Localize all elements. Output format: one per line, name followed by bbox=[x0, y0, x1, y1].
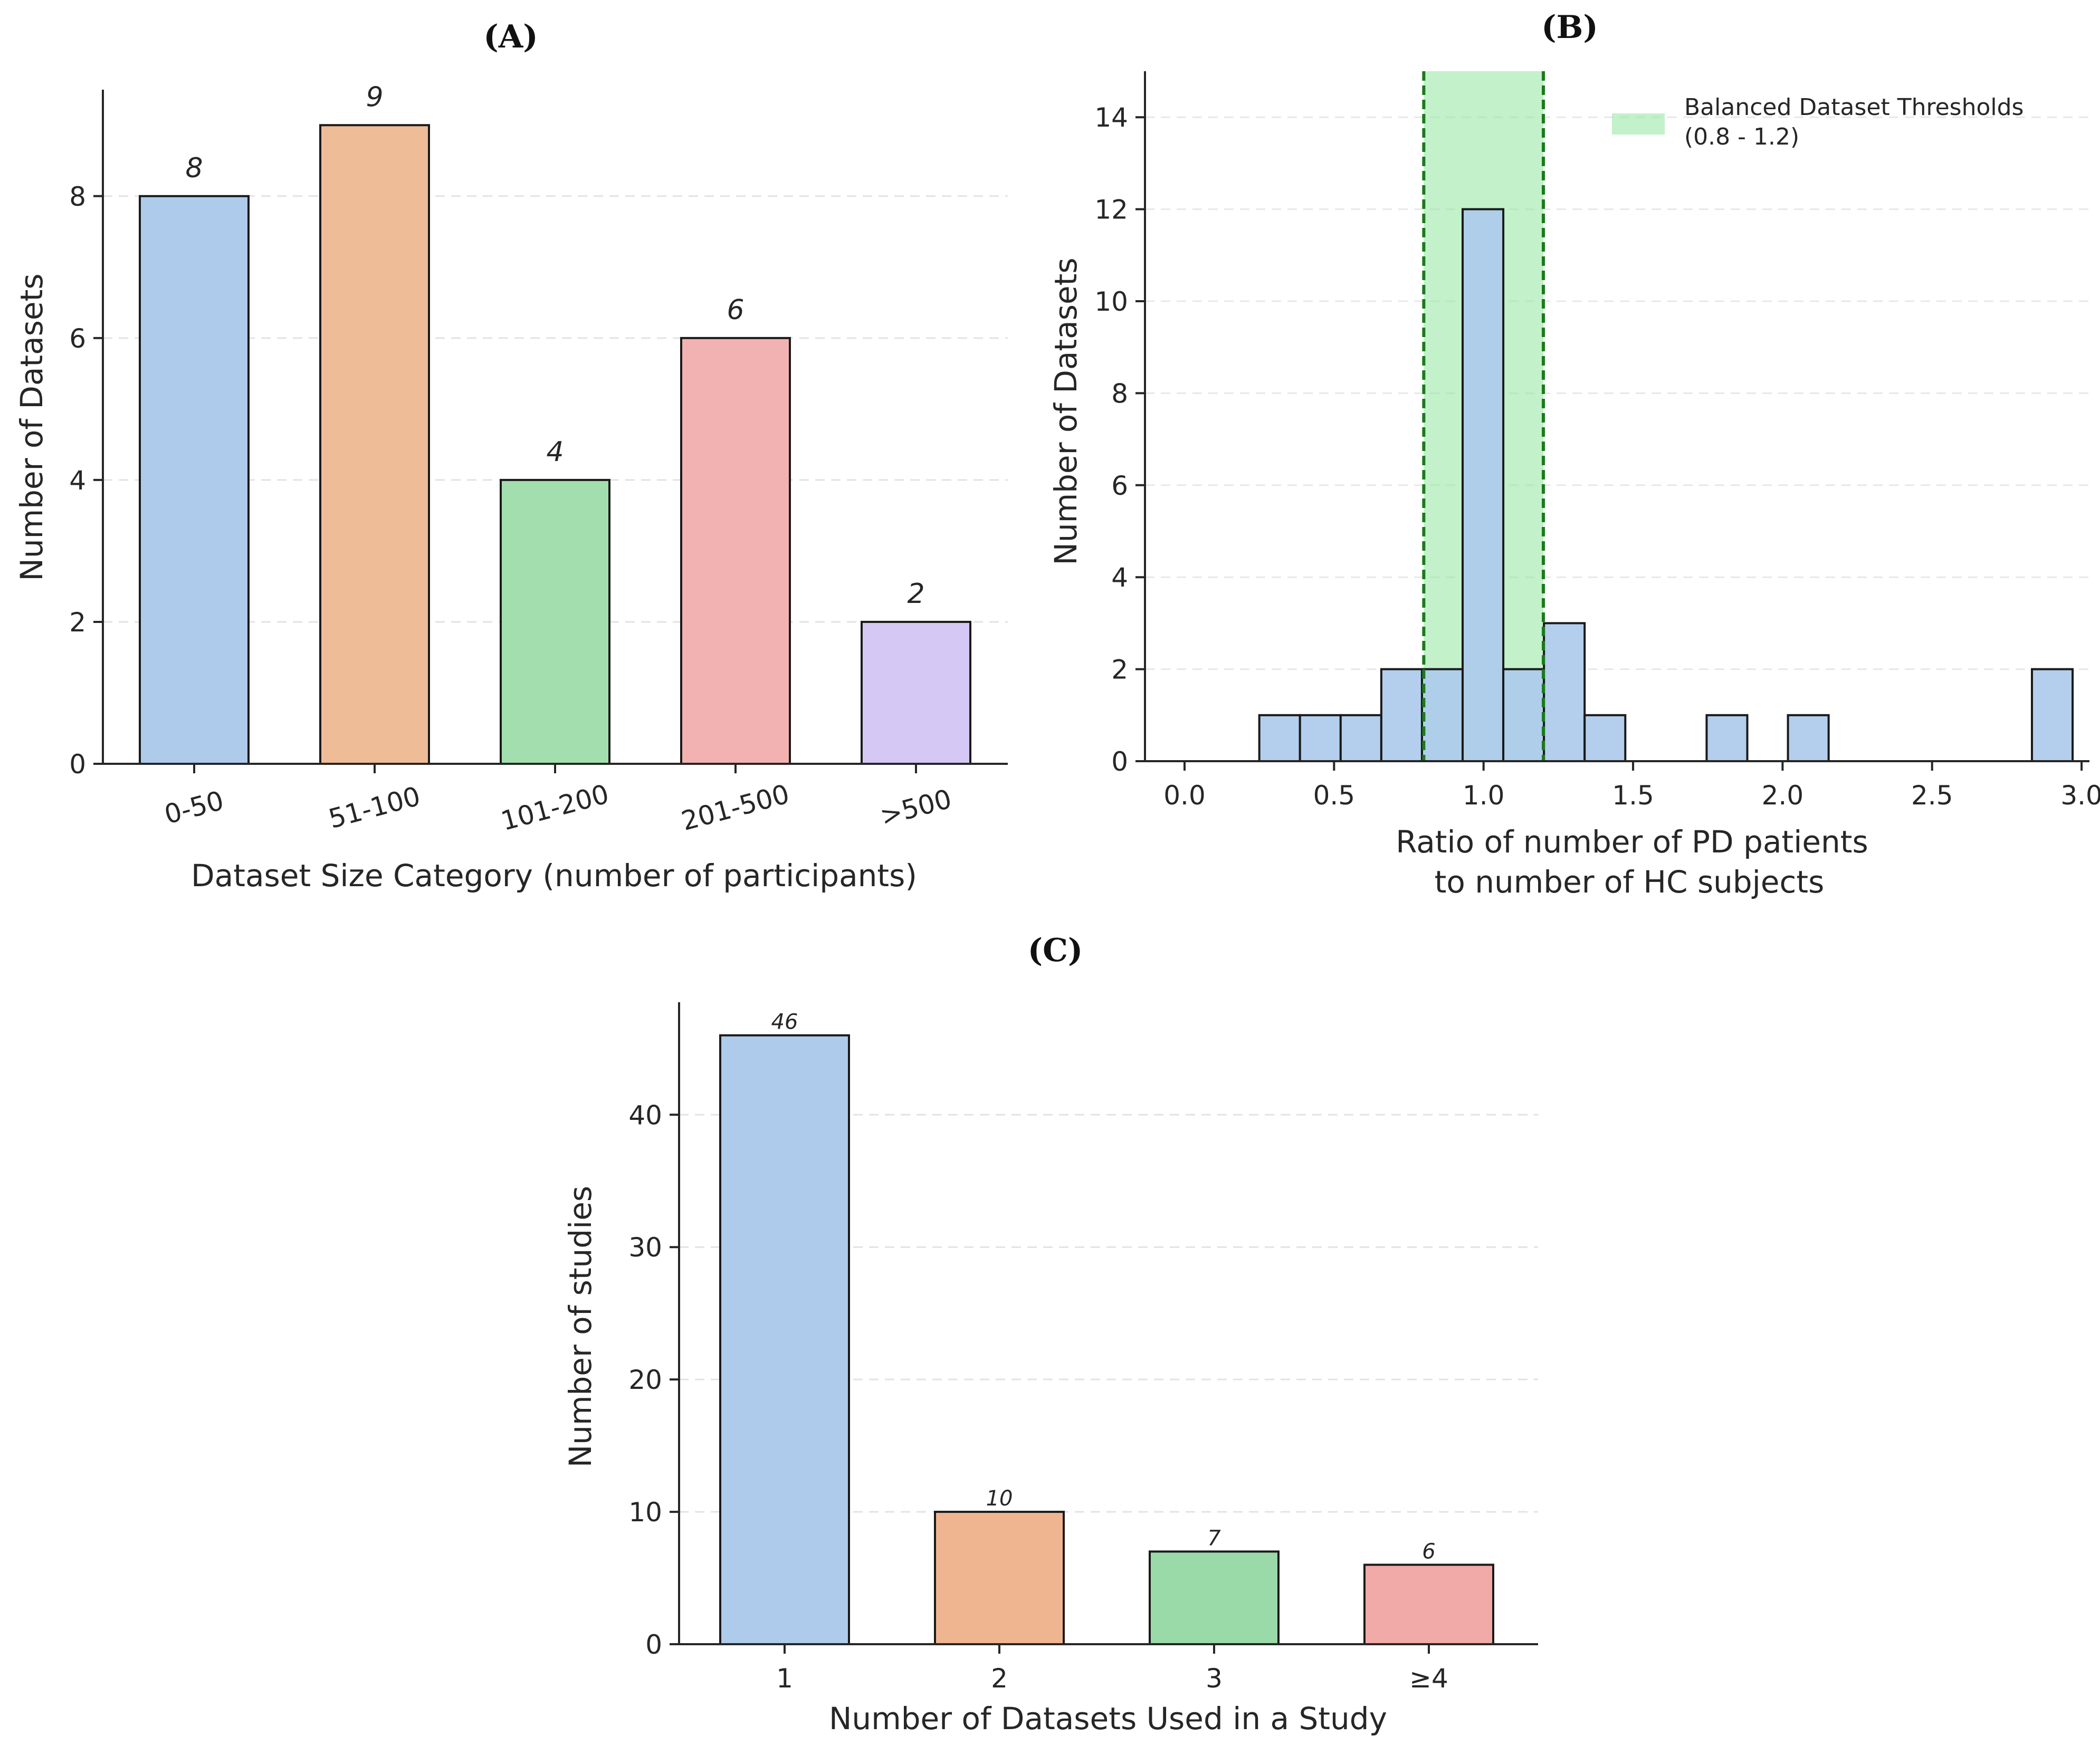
panel-b-y-tick-label: 0 bbox=[1111, 746, 1128, 777]
panel-b-x-tick-label: 3.0 bbox=[2060, 780, 2100, 811]
panel-a-data-label: 8 bbox=[185, 152, 203, 184]
panel-b-x-tick-label: 1.0 bbox=[1463, 780, 1505, 811]
panel-b-hist-bar bbox=[1380, 668, 1423, 762]
panel-a-x-tick-label: 201-500 bbox=[678, 779, 793, 837]
panel-c-title: (C) bbox=[1028, 932, 1083, 969]
panel-b-y-tick-label: 12 bbox=[1094, 195, 1128, 225]
panel-b: (B) 0 2 4 6 8 10 12 14 0.0 0.5 1.0 1.5 2.0 2.5 3.0 Balan… bbox=[1048, 9, 2100, 900]
panel-a-y-tick-label: 6 bbox=[69, 323, 86, 354]
panel-b-x-tick-label: 2.5 bbox=[1911, 780, 1953, 811]
panel-c-x-tick-label: 3 bbox=[1206, 1663, 1223, 1694]
panel-b-legend-label-range: (0.8 - 1.2) bbox=[1684, 123, 1799, 150]
panel-b-hist-bar bbox=[1787, 714, 1830, 763]
panel-c-x-tick-label: 1 bbox=[776, 1663, 793, 1694]
panel-b-x-tick-label: 1.5 bbox=[1612, 780, 1654, 811]
panel-b-x-tick-label: 0.0 bbox=[1163, 780, 1206, 811]
panel-c-x-tick-label: 2 bbox=[991, 1663, 1008, 1694]
panel-c-data-label: 7 bbox=[1207, 1526, 1221, 1550]
panel-b-hist-bar bbox=[1502, 668, 1545, 762]
panel-a-data-label: 9 bbox=[366, 81, 383, 113]
panel-a-x-tick-label: >500 bbox=[877, 783, 955, 832]
panel-c-data-label: 10 bbox=[986, 1486, 1013, 1511]
panel-c-bar bbox=[934, 1511, 1065, 1646]
panel-a-bar bbox=[139, 195, 250, 765]
panel-b-hist-bar bbox=[1543, 622, 1586, 763]
panel-c-y-axis-title: Number of studies bbox=[562, 1186, 598, 1467]
panel-c-x-axis-title: Number of Datasets Used in a Study bbox=[829, 1701, 1387, 1737]
panel-c-bar bbox=[1363, 1563, 1494, 1646]
panel-b-legend-swatch bbox=[1612, 113, 1665, 135]
panel-a-bar bbox=[680, 337, 791, 765]
panel-c-data-label: 6 bbox=[1422, 1539, 1435, 1563]
panel-b-y-tick-label: 4 bbox=[1111, 562, 1128, 593]
panel-a-x-axis-title: Dataset Size Category (number of partici… bbox=[191, 858, 917, 894]
panel-a-y-tick-label: 4 bbox=[69, 465, 86, 496]
panel-a-y-tick-label: 2 bbox=[69, 607, 86, 638]
panel-b-y-tick-label: 8 bbox=[1111, 378, 1128, 409]
panel-c-y-tick-label: 10 bbox=[628, 1497, 662, 1528]
panel-c: (C) 46 1 10 2 7 3 6 ≥4 0 10 20 30 40 Number of Dataset… bbox=[562, 932, 1538, 1737]
panel-b-y-tick-label: 14 bbox=[1094, 102, 1128, 133]
panel-b-x-tick-label: 0.5 bbox=[1313, 780, 1356, 811]
panel-b-legend-label: Balanced Dataset Thresholds bbox=[1684, 94, 2023, 121]
panel-a-x-tick-label: 0-50 bbox=[161, 785, 227, 830]
panel-a-data-label: 2 bbox=[907, 578, 924, 610]
panel-b-hist-bar bbox=[1258, 714, 1301, 763]
panel-a-y-tick-label: 8 bbox=[69, 181, 86, 212]
panel-a-x-tick-label: 51-100 bbox=[326, 781, 424, 834]
panel-a-bar bbox=[500, 478, 610, 765]
panel-c-y-tick-label: 0 bbox=[645, 1629, 662, 1660]
panel-b-hist-bar bbox=[1339, 714, 1382, 763]
panel-b-x-axis-title-line2: to number of HC subjects bbox=[1435, 864, 1825, 900]
panel-a: (A) 8 0-50 9 51-100 4 101-200 6 201-500 2 >500 0 2 4 6… bbox=[14, 18, 1008, 894]
panel-b-x-tick-label: 2.0 bbox=[1762, 780, 1804, 811]
panel-a-data-label: 6 bbox=[727, 294, 744, 326]
panel-a-bar bbox=[319, 124, 430, 765]
panel-a-y-tick-label: 0 bbox=[69, 749, 86, 780]
panel-b-hist-bar bbox=[1462, 208, 1505, 763]
panel-c-y-tick-label: 30 bbox=[628, 1232, 662, 1263]
panel-c-x-tick-label: ≥4 bbox=[1409, 1663, 1448, 1694]
panel-a-bar bbox=[861, 620, 971, 765]
panel-c-bar bbox=[719, 1034, 850, 1645]
panel-a-title: (A) bbox=[483, 18, 538, 55]
panel-b-hist-bar bbox=[1583, 714, 1627, 763]
panel-b-hist-bar bbox=[2031, 668, 2074, 762]
panel-b-x-axis-title-line1: Ratio of number of PD patients bbox=[1396, 824, 1868, 860]
panel-c-bar bbox=[1149, 1550, 1280, 1646]
panel-c-data-label: 46 bbox=[771, 1010, 798, 1034]
panel-b-title: (B) bbox=[1541, 9, 1598, 46]
panel-b-hist-bar bbox=[1299, 714, 1342, 763]
panel-b-y-tick-label: 2 bbox=[1111, 655, 1128, 685]
panel-b-hist-bar bbox=[1705, 714, 1749, 763]
panel-b-y-axis-title: Number of Datasets bbox=[1048, 257, 1084, 565]
panel-b-y-tick-label: 10 bbox=[1094, 286, 1128, 317]
panel-a-data-label: 4 bbox=[546, 436, 564, 468]
panel-c-y-tick-label: 20 bbox=[628, 1365, 662, 1395]
panel-b-y-tick-label: 6 bbox=[1111, 471, 1128, 501]
panel-b-hist-bar bbox=[1420, 668, 1464, 762]
panel-a-y-axis-title: Number of Datasets bbox=[14, 273, 50, 581]
panel-a-x-tick-label: 101-200 bbox=[498, 779, 612, 837]
panel-c-y-tick-label: 40 bbox=[628, 1100, 662, 1130]
